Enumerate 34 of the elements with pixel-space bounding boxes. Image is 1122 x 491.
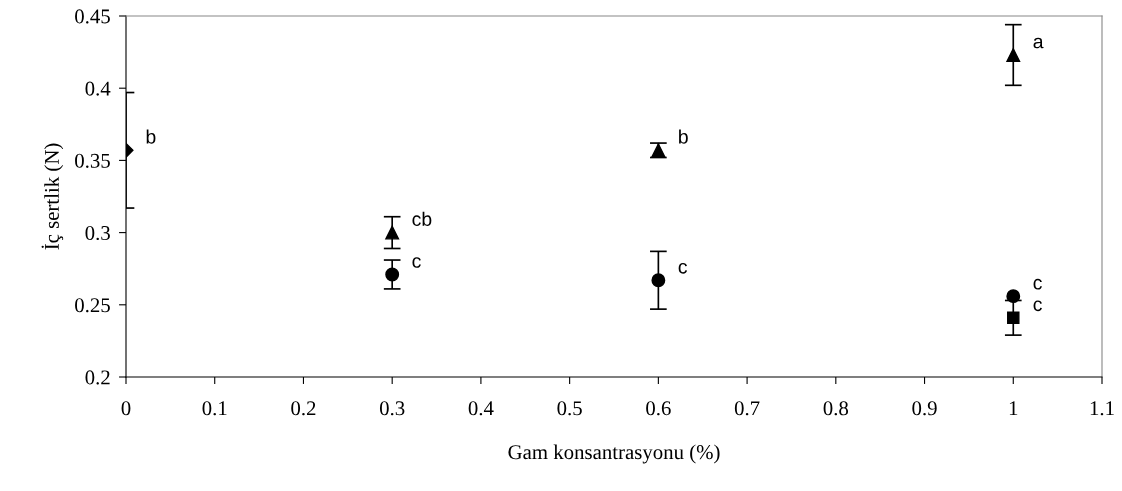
x-tick-label: 0.1	[202, 401, 227, 416]
x-tick-label: 0.6	[646, 401, 671, 416]
annotation: c	[412, 257, 421, 268]
y-tick-label: 0.4	[85, 81, 111, 96]
point	[1007, 311, 1020, 325]
x-axis-title: Gam konsantrasyonu (%)	[508, 444, 720, 464]
annotation: c	[1033, 278, 1042, 290]
x-tick-label: 0.3	[379, 401, 405, 416]
x-tick-label: 0.9	[912, 401, 937, 416]
y-tick-label: 0.35	[75, 153, 110, 168]
annotation: b	[146, 129, 156, 144]
x-tick-label: 1	[1009, 401, 1018, 416]
x-tick-label: 0.8	[823, 401, 849, 416]
annotation: c	[1033, 300, 1042, 312]
y-tick-label: 0.45	[75, 9, 110, 24]
y-tick-label: 0.3	[85, 225, 110, 241]
annotation: cb	[412, 211, 432, 226]
x-tick-label: 1.1	[1090, 401, 1114, 416]
point	[385, 225, 400, 240]
y-axis-title: İç sertlik (N)	[41, 143, 64, 250]
annotation: b	[679, 129, 688, 144]
x-tick-label: 0	[121, 401, 131, 416]
point	[1006, 289, 1021, 304]
annotation: a	[1033, 37, 1044, 49]
x-tick-label: 0.7	[734, 401, 760, 416]
x-tick-label: 0.2	[291, 401, 316, 416]
point	[1006, 48, 1021, 62]
x-tick-label: 0.4	[468, 401, 494, 416]
annotation: c	[678, 262, 688, 274]
point	[651, 273, 666, 288]
x-tick-label: 0.5	[557, 401, 582, 416]
point	[385, 267, 400, 282]
y-tick-label: 0.25	[75, 298, 110, 313]
y-tick-label: 0.2	[85, 370, 110, 385]
